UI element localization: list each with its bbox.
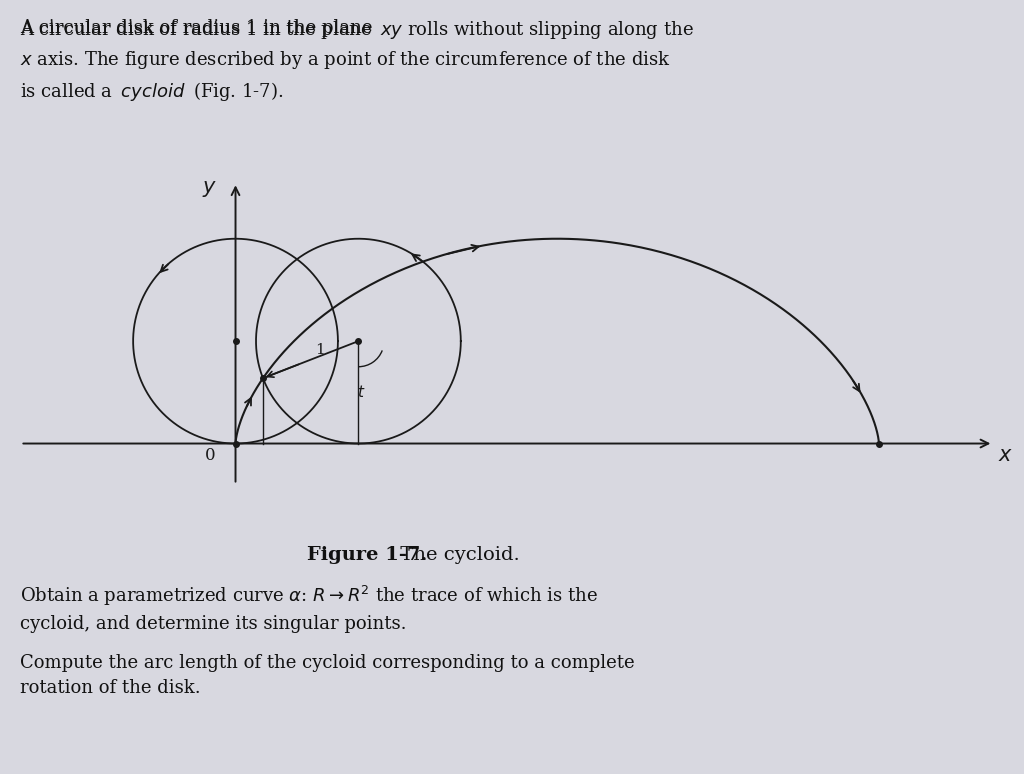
Text: The cycloid.: The cycloid. <box>394 546 520 563</box>
Text: A circular disk of radius 1 in the plane  $xy$ rolls without slipping along the
: A circular disk of radius 1 in the plane… <box>20 19 694 103</box>
Text: $x$: $x$ <box>998 447 1014 465</box>
Text: $t$: $t$ <box>357 384 366 400</box>
Text: A circular disk of radius 1 in the plane: A circular disk of radius 1 in the plane <box>20 19 379 37</box>
Text: Obtain a parametrized curve $\alpha$: $R \rightarrow R^2$ the trace of which is : Obtain a parametrized curve $\alpha$: $R… <box>20 584 598 633</box>
Text: 1: 1 <box>315 343 325 357</box>
Text: Figure 1-7.: Figure 1-7. <box>307 546 427 563</box>
Text: Compute the arc length of the cycloid corresponding to a complete
rotation of th: Compute the arc length of the cycloid co… <box>20 654 635 697</box>
Text: $y$: $y$ <box>202 180 217 200</box>
Text: 0: 0 <box>205 447 215 464</box>
